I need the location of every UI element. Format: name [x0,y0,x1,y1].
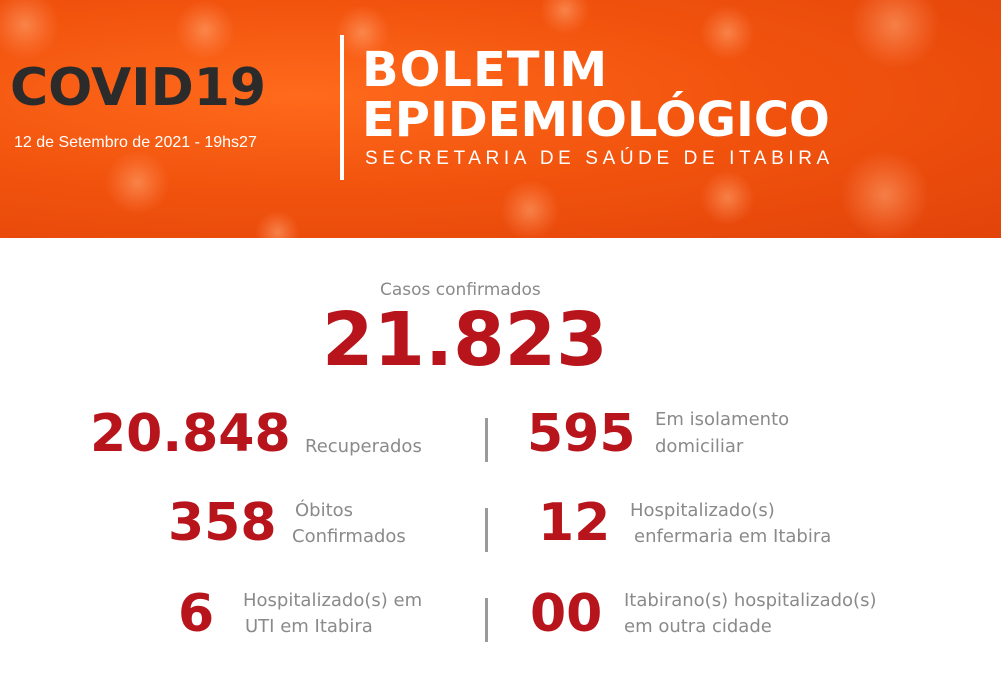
subtitle: SECRETARIA DE SAÚDE DE ITABIRA [365,148,834,169]
isolation-label-line2: domiciliar [655,436,744,457]
virus-decoration-icon [255,210,300,238]
separator [485,508,488,552]
recovered-label: Recuperados [305,436,422,457]
header-banner: COVID19 12 de Setembro de 2021 - 19hs27 … [0,0,1001,238]
title-line-2: EPIDEMIOLÓGICO [362,92,830,148]
separator [485,598,488,642]
deaths-value: 358 [168,493,277,553]
isolation-value: 595 [527,404,636,464]
virus-decoration-icon [540,0,590,35]
separator [485,418,488,462]
isolation-label-line1: Em isolamento [655,409,790,430]
ward-label-line2: enfermaria em Itabira [634,526,832,547]
virus-decoration-icon [700,5,755,60]
deaths-label-line2: Confirmados [292,526,406,547]
virus-decoration-icon [840,150,930,238]
virus-decoration-icon [500,180,560,238]
virus-decoration-icon [700,170,755,225]
title-line-1: BOLETIM [362,42,609,98]
icu-value: 6 [178,584,215,644]
confirmed-value: 21.823 [322,297,608,383]
virus-decoration-icon [175,0,235,60]
header-divider [340,35,344,180]
deaths-label-line1: Óbitos [295,500,354,521]
other-city-label-line1: Itabirano(s) hospitalizado(s) [624,590,877,611]
other-city-value: 00 [530,584,603,644]
ward-value: 12 [538,493,611,553]
bulletin-date: 12 de Setembro de 2021 - 19hs27 [14,134,257,151]
confirmed-label: Casos confirmados [380,280,541,300]
other-city-label-line2: em outra cidade [624,616,772,637]
virus-decoration-icon [0,0,60,60]
ward-label-line1: Hospitalizado(s) [630,500,775,521]
virus-decoration-icon [105,150,170,215]
virus-decoration-icon [850,0,940,70]
icu-label-line2: UTI em Itabira [245,616,373,637]
covid-title: COVID19 [10,58,267,118]
recovered-value: 20.848 [90,404,291,464]
virus-decoration-icon [335,5,390,60]
icu-label-line1: Hospitalizado(s) em [243,590,423,611]
